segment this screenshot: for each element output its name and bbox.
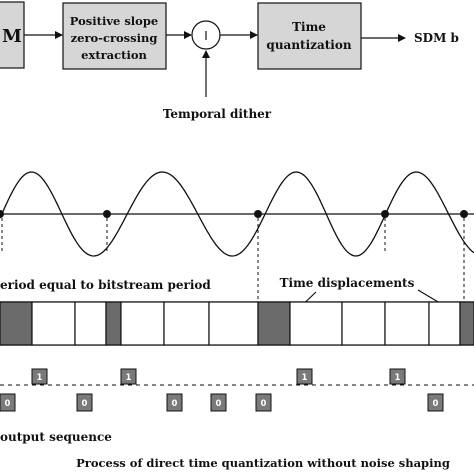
pulse-low — [76, 393, 93, 412]
bitstream-cell-filled — [105, 301, 122, 346]
output-pulse-sequence: 1 1 1 1 0 0 0 0 0 0 — [0, 368, 444, 412]
period-label: eriod equal to bitstream period — [0, 278, 211, 292]
pulse-high — [296, 368, 313, 385]
zero-crossing-dot — [460, 210, 468, 218]
pulse-low — [166, 393, 183, 412]
bitstream-cell-filled — [257, 301, 291, 346]
pulse-high — [120, 368, 137, 385]
zero-crossing-dot — [381, 210, 389, 218]
time-displacements-label: Time displacements — [280, 276, 415, 290]
sine-waveform — [0, 171, 474, 257]
pulse-high-value: 1 — [302, 373, 308, 383]
pulse-high-value: 1 — [126, 373, 132, 383]
bitstream-cells — [0, 301, 474, 346]
bitstream-cell-filled — [0, 301, 33, 346]
pulse-low-value: 0 — [82, 399, 88, 409]
pulse-low — [255, 393, 272, 412]
pulse-high — [31, 368, 48, 385]
zero-crossing-line-2: zero-crossing — [71, 31, 158, 45]
sdm-block-label: M — [2, 26, 22, 47]
pulse-low-value: 0 — [261, 399, 267, 409]
zero-crossing-line-1: Positive slope — [70, 14, 158, 28]
pulse-high-value: 1 — [395, 373, 401, 383]
output-label: SDM b — [414, 31, 459, 45]
zero-crossing-dot — [103, 210, 111, 218]
pulse-high-value: 1 — [37, 373, 43, 383]
bitstream-cell — [74, 301, 107, 346]
pulse-low-value: 0 — [216, 399, 222, 409]
zero-crossing-block — [62, 2, 167, 70]
time-quantization-block — [257, 2, 362, 70]
temporal-dither-label: Temporal dither — [163, 107, 272, 121]
pulse-low-value: 0 — [5, 399, 11, 409]
bitstream-cell — [428, 301, 461, 346]
figure-caption: Process of direct time quantization with… — [76, 456, 450, 470]
time-quant-line-2: quantization — [266, 38, 351, 52]
bitstream-cell — [163, 301, 210, 346]
pulse-low-value: 0 — [433, 399, 439, 409]
zero-crossing-dot — [0, 210, 4, 218]
bitstream-cell — [31, 301, 76, 346]
zero-crossing-line-3: extraction — [81, 48, 147, 62]
pulse-low — [0, 393, 16, 412]
zero-crossing-points — [0, 210, 468, 218]
bitstream-cell — [208, 301, 259, 346]
pulse-low-value: 0 — [172, 399, 178, 409]
bitstream-cell — [341, 301, 386, 346]
pulse-high — [389, 368, 406, 385]
pulse-low — [210, 393, 227, 412]
bitstream-cell — [289, 301, 343, 346]
pulse-low — [427, 393, 444, 412]
zero-crossing-dot — [254, 210, 262, 218]
projection-lines — [1, 218, 465, 302]
bitstream-cell — [120, 301, 165, 346]
bitstream-cell-filled — [459, 301, 474, 346]
output-sequence-label: output sequence — [0, 430, 112, 444]
bitstream-cell — [384, 301, 430, 346]
time-quant-line-1: Time — [292, 20, 326, 34]
